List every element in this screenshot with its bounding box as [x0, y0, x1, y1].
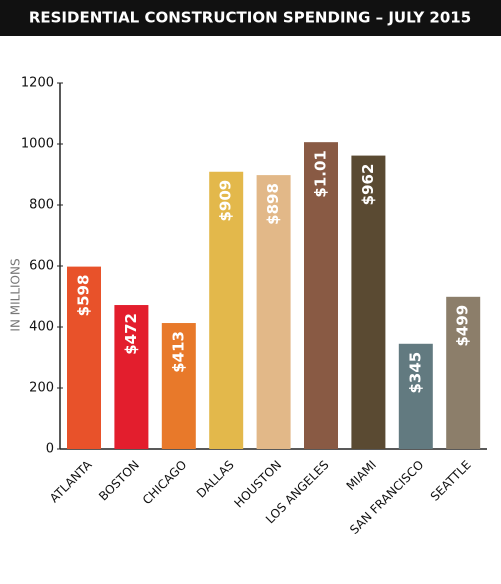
bar — [256, 175, 291, 450]
value-label: $898 — [264, 183, 282, 225]
chart-title: RESIDENTIAL CONSTRUCTION SPENDING – JULY… — [29, 9, 471, 27]
y-tick-label: 1000 — [21, 137, 54, 152]
bar — [209, 171, 244, 449]
y-tick-label: 400 — [29, 320, 54, 335]
x-tick-label: DALLAS — [194, 458, 237, 501]
y-tick-label: 0 — [46, 442, 54, 457]
x-tick-label: ATLANTA — [47, 457, 95, 505]
bar — [304, 142, 338, 450]
value-label: $413 — [169, 331, 187, 373]
x-tick-label: CHICAGO — [140, 458, 190, 508]
title-bar — [0, 0, 501, 36]
x-tick-label: BOSTON — [96, 458, 142, 504]
bar — [446, 296, 481, 449]
value-label: $345 — [406, 352, 424, 394]
y-tick-label: 1200 — [21, 76, 54, 91]
value-label: $1.01 — [312, 150, 330, 197]
y-tick-label: 800 — [29, 198, 54, 213]
value-label: $472 — [122, 313, 140, 355]
value-label: $598 — [75, 275, 93, 317]
value-label: $909 — [217, 180, 235, 222]
y-tick-label: 200 — [29, 381, 54, 396]
value-label: $962 — [359, 164, 377, 206]
x-tick-label: MIAMI — [344, 458, 379, 493]
value-label: $499 — [454, 305, 472, 347]
bar — [67, 266, 101, 449]
bar — [161, 323, 196, 449]
y-tick-label: 600 — [29, 259, 54, 274]
bar — [398, 343, 433, 449]
x-tick-label: SEATTLE — [428, 458, 474, 504]
bar — [114, 305, 149, 449]
y-axis-label: IN MILLIONS — [9, 258, 23, 331]
bar — [351, 155, 386, 449]
